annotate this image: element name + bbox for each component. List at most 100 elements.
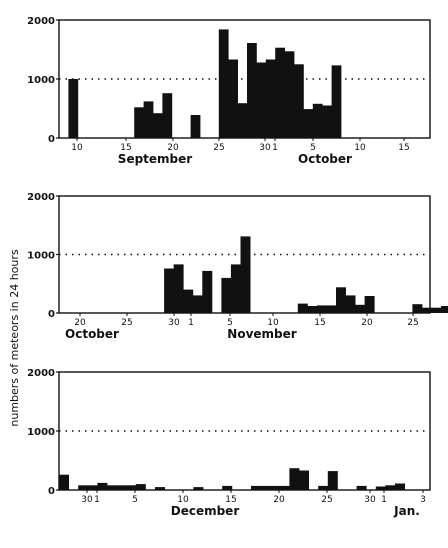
month-label: November (227, 327, 296, 341)
bar (164, 268, 175, 313)
bar (431, 307, 442, 313)
bar (162, 93, 173, 138)
bar (107, 485, 117, 490)
x-tick-label: 10 (354, 143, 366, 153)
x-tick-label: 10 (177, 495, 189, 505)
bar (221, 277, 232, 313)
bar (237, 103, 248, 138)
x-tick-label: 25 (213, 143, 224, 153)
y-axis-label: numbers of meteors in 24 hours (8, 249, 21, 427)
y-tick-label: 1000 (27, 75, 55, 86)
x-tick-label: 20 (273, 495, 285, 505)
y-tick-label: 0 (48, 134, 55, 145)
bar (421, 307, 432, 313)
bar (265, 59, 276, 138)
y-tick-label: 2000 (27, 368, 55, 379)
bar (59, 474, 69, 490)
x-tick-label: 1 (272, 143, 278, 153)
bar (247, 43, 257, 138)
x-tick-label: 30 (168, 318, 180, 328)
bar (279, 485, 290, 490)
bar (303, 109, 314, 138)
y-tick-label: 1000 (27, 251, 55, 262)
bar (260, 485, 271, 490)
bar (193, 487, 204, 490)
bar (412, 304, 423, 313)
bar (97, 482, 108, 490)
bar (395, 483, 405, 490)
bar (116, 485, 127, 490)
bar (331, 65, 342, 138)
bar (326, 305, 337, 313)
bar (297, 303, 308, 313)
x-tick-label: 15 (398, 143, 409, 153)
x-tick-label: 3 (420, 495, 426, 505)
y-tick-label: 1000 (27, 427, 55, 438)
x-tick-label: 20 (74, 318, 86, 328)
bar (312, 103, 323, 138)
bar (126, 485, 137, 490)
y-tick-label: 0 (48, 486, 55, 497)
x-tick-label: 15 (120, 143, 131, 153)
bar (336, 287, 346, 313)
x-tick-label: 1 (188, 318, 194, 328)
y-tick-label: 2000 (27, 16, 55, 27)
bar (385, 485, 396, 490)
x-tick-label: 30 (259, 143, 271, 153)
bar (68, 79, 79, 138)
bar (318, 485, 329, 490)
x-tick-label: 15 (314, 318, 325, 328)
bar (364, 296, 375, 313)
bar (134, 107, 144, 138)
bar (322, 105, 332, 138)
bar (289, 468, 300, 490)
bar (355, 304, 366, 313)
bar (143, 101, 154, 138)
bar (228, 59, 238, 138)
y-tick-label: 2000 (27, 192, 55, 203)
month-label: Jan. (393, 504, 420, 518)
bar (222, 485, 233, 490)
bar (307, 306, 318, 313)
month-label: October (298, 152, 352, 166)
x-tick-label: 30 (81, 495, 93, 505)
x-tick-label: 25 (407, 318, 418, 328)
bar (192, 295, 203, 313)
month-label: September (118, 152, 192, 166)
x-tick-label: 25 (121, 318, 132, 328)
bar (135, 484, 146, 490)
bar (78, 485, 89, 490)
bar (294, 64, 304, 139)
bar (275, 47, 285, 139)
bar (375, 486, 386, 490)
bar (356, 485, 367, 490)
x-tick-label: 5 (132, 495, 138, 505)
x-tick-label: 15 (225, 495, 236, 505)
bar (441, 306, 448, 313)
x-tick-label: 10 (267, 318, 279, 328)
y-tick-label: 0 (48, 309, 55, 320)
bar (87, 485, 98, 490)
x-tick-label: 20 (361, 318, 373, 328)
bar (345, 295, 356, 313)
bar (284, 51, 295, 138)
x-tick-label: 20 (167, 143, 179, 153)
x-tick-label: 5 (227, 318, 233, 328)
x-tick-label: 10 (71, 143, 83, 153)
bar (190, 115, 201, 138)
bar (251, 485, 261, 490)
bar (270, 485, 281, 490)
bar (327, 471, 338, 490)
x-tick-label: 1 (94, 495, 100, 505)
bar (155, 487, 165, 490)
bar (183, 289, 194, 313)
x-tick-label: 5 (310, 143, 316, 153)
bar (218, 29, 229, 138)
x-tick-label: 30 (364, 495, 376, 505)
bar (153, 113, 163, 138)
bar (230, 264, 241, 313)
